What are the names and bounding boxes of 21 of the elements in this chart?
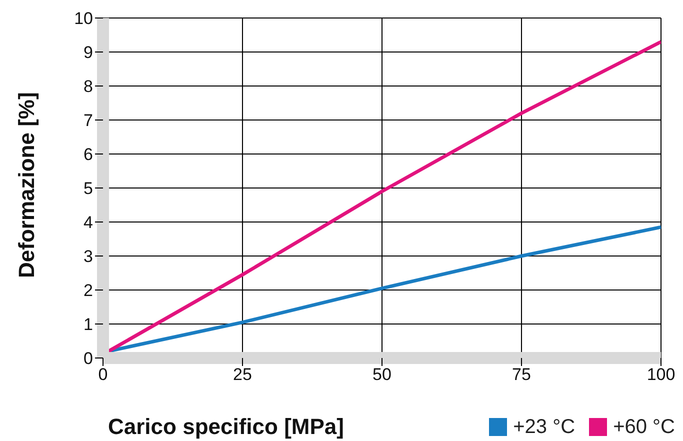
y-tick-label: 7 <box>84 111 93 130</box>
y-tick-label: 3 <box>84 247 93 266</box>
x-tick-label: 100 <box>646 365 676 384</box>
y-tick-label: 9 <box>84 43 93 62</box>
x-tick-label: 75 <box>512 365 531 384</box>
y-tick-label: 1 <box>84 315 93 334</box>
y-tick-label: 4 <box>84 213 93 232</box>
legend-label: +23 °C <box>513 416 576 438</box>
y-tick-label: 2 <box>84 281 93 300</box>
x-tick-label: 25 <box>233 365 252 384</box>
line-series <box>106 40 661 353</box>
y-axis-title: Deformazione [%] <box>14 92 39 278</box>
y-tick-label: 5 <box>84 179 93 198</box>
y-tick-label: 6 <box>84 145 93 164</box>
legend-label: +60 °C <box>613 416 675 438</box>
y-tick-label: 10 <box>74 9 93 28</box>
x-tick-label: 50 <box>372 365 392 384</box>
y-tick-label: 8 <box>84 77 93 96</box>
x-tick-label: 0 <box>98 365 108 384</box>
x-axis-title: Carico specifico [MPa] <box>108 414 344 440</box>
y-tick-label: 0 <box>84 349 93 368</box>
